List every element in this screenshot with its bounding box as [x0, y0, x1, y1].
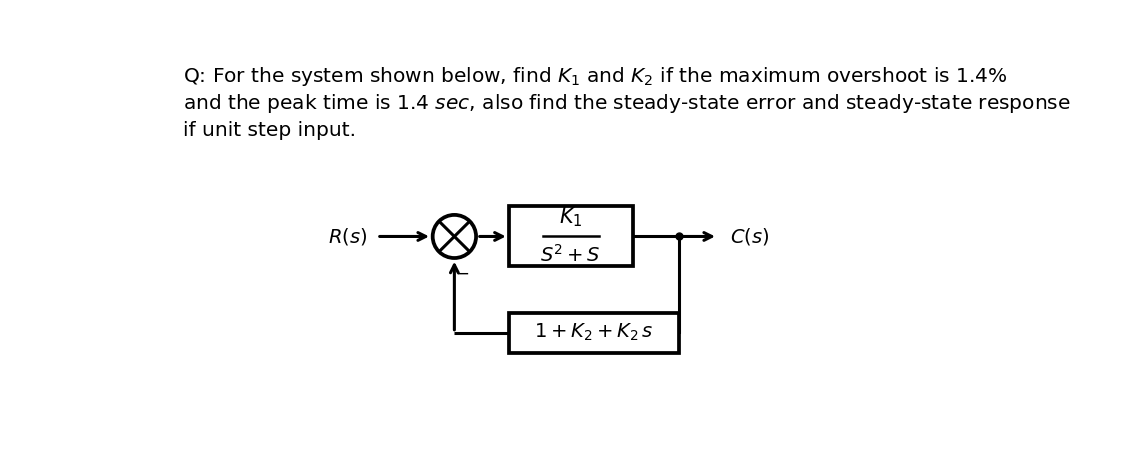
Text: $1 + K_2 + K_2\,s$: $1 + K_2 + K_2\,s$: [534, 322, 653, 343]
Text: $\mathit{R(s)}$: $\mathit{R(s)}$: [327, 226, 366, 247]
FancyBboxPatch shape: [509, 206, 633, 266]
Text: if unit step input.: if unit step input.: [183, 121, 356, 140]
Text: $-$: $-$: [455, 264, 470, 281]
Text: $\mathit{C(s)}$: $\mathit{C(s)}$: [729, 226, 769, 247]
Text: $S^2 + S$: $S^2 + S$: [541, 244, 601, 266]
Text: Q: For the system shown below, find $\mathit{K_1}$ and $\mathit{K_2}$ if the max: Q: For the system shown below, find $\ma…: [183, 66, 1007, 89]
Text: and the peak time is 1.4 $\mathit{sec}$, also find the steady-state error and st: and the peak time is 1.4 $\mathit{sec}$,…: [183, 92, 1071, 115]
Text: $K_1$: $K_1$: [559, 205, 582, 229]
FancyBboxPatch shape: [509, 313, 679, 353]
